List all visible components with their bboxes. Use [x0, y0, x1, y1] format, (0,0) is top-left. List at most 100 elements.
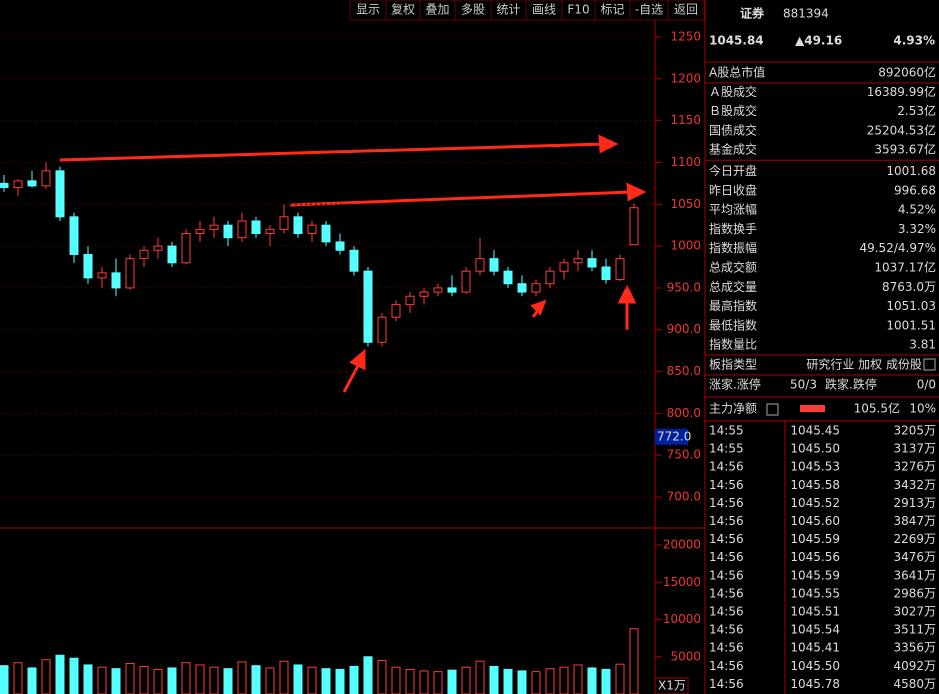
toolbar-label[interactable]: 叠加	[425, 3, 449, 17]
trade-time: 14:56	[709, 641, 744, 655]
candle-body	[391, 304, 401, 318]
stock-name: 证券	[740, 6, 765, 21]
candle-body	[0, 182, 9, 189]
breadth-label: 跌家.跌停	[825, 377, 877, 392]
trade-price: 1045.55	[790, 586, 840, 600]
candle-body	[475, 258, 485, 272]
candle-body	[69, 216, 79, 255]
trade-time: 14:55	[709, 424, 744, 438]
trade-volume: 4092万	[893, 659, 936, 673]
net-label: 主力净额	[709, 402, 757, 416]
volume-bar	[629, 628, 639, 694]
volume-bar	[349, 665, 359, 694]
y-tick-label: 1050	[670, 197, 701, 211]
stat-value: 996.68	[894, 183, 936, 197]
volume-bar	[475, 660, 485, 694]
y-tick-label: 20000	[663, 538, 701, 552]
trade-price: 1045.56	[790, 550, 840, 564]
volume-bar	[587, 667, 597, 694]
toolbar-label[interactable]: 显示	[356, 3, 380, 17]
trade-volume: 3641万	[893, 568, 936, 582]
volume-bar	[83, 664, 93, 694]
candle-body	[447, 287, 457, 293]
volume-bar	[13, 662, 23, 694]
stat-label: Ａ股成交	[709, 84, 757, 99]
stat-value: 1051.03	[886, 299, 936, 313]
trade-volume: 2269万	[893, 532, 936, 546]
stat-value: 1037.17亿	[874, 260, 936, 275]
candle-body	[41, 170, 51, 187]
volume-bar	[0, 665, 9, 694]
candle-body	[167, 245, 177, 264]
stat-label: 总成交量	[709, 279, 757, 294]
candle-body	[209, 224, 219, 230]
trade-volume: 3432万	[893, 478, 936, 492]
y-tick-label: 1150	[670, 113, 701, 127]
volume-bar	[503, 668, 513, 694]
toolbar-button[interactable]	[667, 0, 705, 21]
net-icon[interactable]	[766, 403, 779, 416]
toolbar-label[interactable]: 返回	[674, 3, 698, 17]
change: ▲49.16	[795, 34, 842, 48]
trade-time: 14:56	[709, 586, 744, 600]
toolbar-label[interactable]: -自选	[635, 3, 663, 17]
stat-label: Ｂ股成交	[709, 103, 757, 118]
trade-price: 1045.60	[790, 514, 840, 528]
candle-body	[433, 287, 443, 293]
trade-price: 1045.53	[790, 460, 840, 474]
volume-bar	[447, 669, 457, 694]
volume-bar	[223, 668, 233, 694]
trade-price: 1045.45	[790, 424, 840, 438]
board-icon[interactable]	[923, 358, 936, 371]
trade-time: 14:56	[709, 514, 744, 528]
volume-bar	[391, 666, 401, 694]
toolbar-label[interactable]: F10	[567, 3, 589, 17]
candle-body	[125, 258, 135, 289]
volume-bar	[545, 668, 555, 694]
candle-body	[13, 180, 23, 189]
stat-label: 国债成交	[709, 122, 757, 137]
volume-bar	[181, 662, 191, 694]
y-tick-label: 10000	[663, 612, 701, 626]
volume-bar	[559, 666, 569, 694]
toolbar-label[interactable]: 复权	[391, 3, 415, 17]
crosshair-label: 772.0	[657, 429, 691, 443]
trade-volume: 2913万	[893, 496, 936, 510]
toolbar-label[interactable]: 标记	[600, 3, 624, 17]
stat-value: 1001.68	[886, 164, 936, 178]
volume-bar	[573, 664, 583, 694]
volume-bar	[69, 657, 79, 694]
trade-price: 1045.59	[790, 568, 840, 582]
candle-body	[489, 258, 499, 272]
volume-bar	[321, 668, 331, 694]
trade-price: 1045.50	[790, 442, 840, 456]
volume-bar	[517, 670, 527, 694]
volume-bar	[251, 665, 261, 694]
trade-price: 1045.58	[790, 478, 840, 492]
y-tick-label: 700.0	[667, 490, 701, 504]
stat-label: 指数振幅	[709, 240, 757, 255]
volume-bar	[363, 656, 373, 694]
volume-bar	[615, 663, 625, 694]
candle-body	[251, 220, 261, 235]
trade-time: 14:56	[709, 460, 744, 474]
candle-body	[181, 233, 191, 264]
candle-body	[55, 170, 65, 218]
board-value: 研究行业 加权 成份股	[806, 357, 922, 372]
y-tick-label: 900.0	[667, 322, 701, 336]
trade-volume: 3276万	[893, 460, 936, 474]
candle-body	[587, 258, 597, 268]
trade-volume: 3137万	[893, 442, 936, 456]
candle-body	[559, 262, 569, 272]
volume-bar	[97, 666, 107, 694]
volume-bar	[335, 668, 345, 694]
toolbar-label[interactable]: 统计	[496, 3, 520, 17]
trade-price: 1045.59	[790, 532, 840, 546]
breadth-label: 涨家.涨停	[709, 377, 761, 392]
toolbar-label[interactable]: 多股	[461, 3, 485, 17]
trade-volume: 4580万	[893, 677, 936, 691]
volume-bar	[125, 662, 135, 694]
y-tick-label: 15000	[663, 575, 701, 589]
toolbar-label[interactable]: 画线	[532, 3, 556, 17]
candle-body	[83, 253, 93, 279]
